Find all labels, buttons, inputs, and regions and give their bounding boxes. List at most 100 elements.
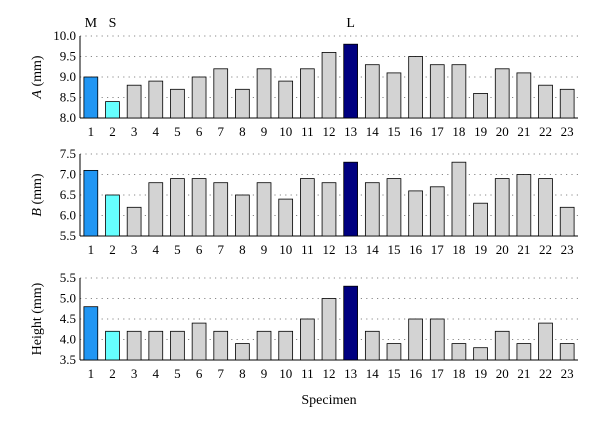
x-tick-label-height-7: 7	[217, 366, 224, 381]
bar-a-10	[278, 80, 294, 119]
x-tick-label-a-2: 2	[109, 124, 116, 139]
top-label-m: M	[85, 16, 98, 31]
y-tick-label-b-4: 7.5	[60, 146, 76, 161]
bar-height-19	[473, 347, 488, 361]
x-tick-label-height-18: 18	[452, 366, 465, 381]
bar-a-12	[321, 52, 337, 119]
x-tick-label-height-16: 16	[409, 366, 423, 381]
x-tick-label-a-12: 12	[323, 124, 336, 139]
x-tick-label-height-20: 20	[496, 366, 509, 381]
bar-b-5	[170, 178, 185, 237]
bar-a-21	[516, 72, 532, 119]
bar-b-17	[429, 186, 445, 237]
bar-b-18	[451, 161, 467, 237]
x-tick-label-a-7: 7	[217, 124, 224, 139]
x-tick-label-a-18: 18	[452, 124, 465, 139]
x-tick-label-a-1: 1	[88, 124, 95, 139]
x-tick-label-height-6: 6	[196, 366, 203, 381]
bar-a-8	[235, 88, 250, 119]
bar-height-10	[278, 330, 294, 361]
bar-height-14	[364, 330, 380, 361]
bar-b-23	[559, 206, 575, 237]
x-tick-label-a-6: 6	[196, 124, 203, 139]
y-tick-label-height-2: 4.5	[60, 311, 76, 326]
top-label-l: L	[346, 16, 355, 31]
bar-a-17	[429, 64, 445, 119]
bar-height-15	[386, 343, 402, 361]
x-tick-label-a-19: 19	[474, 124, 487, 139]
y-axis-label-b: B (mm)	[30, 173, 45, 217]
x-tick-label-height-15: 15	[387, 366, 400, 381]
x-tick-label-b-14: 14	[366, 242, 380, 257]
y-tick-label-a-1: 8.5	[60, 90, 76, 105]
bar-b-20	[494, 178, 510, 237]
x-tick-label-b-8: 8	[239, 242, 246, 257]
bar-b-1	[83, 169, 99, 237]
x-tick-label-height-4: 4	[153, 366, 160, 381]
y-axis-label-a: A (mm)	[30, 55, 45, 100]
bar-height-22	[538, 322, 553, 361]
x-tick-label-a-8: 8	[239, 124, 246, 139]
bar-a-6	[191, 76, 207, 119]
x-tick-label-b-15: 15	[387, 242, 400, 257]
x-tick-label-b-5: 5	[174, 242, 181, 257]
bar-height-23	[559, 343, 575, 361]
x-tick-label-b-19: 19	[474, 242, 487, 257]
x-tick-label-b-21: 21	[517, 242, 530, 257]
y-tick-label-a-3: 9.5	[60, 49, 76, 64]
bar-b-14	[364, 182, 380, 237]
bar-height-3	[126, 330, 142, 361]
bar-b-7	[213, 182, 229, 237]
x-tick-label-a-9: 9	[261, 124, 268, 139]
x-tick-label-height-3: 3	[131, 366, 138, 381]
bar-b-13	[343, 161, 358, 237]
bar-a-11	[300, 68, 315, 119]
bar-a-2	[105, 101, 120, 119]
bar-b-8	[235, 194, 250, 237]
bar-a-1	[83, 76, 99, 119]
x-axis-title: Specimen	[301, 393, 356, 408]
x-tick-label-height-1: 1	[88, 366, 95, 381]
bar-height-7	[213, 330, 229, 361]
x-tick-label-a-3: 3	[131, 124, 138, 139]
bar-height-6	[191, 322, 207, 361]
bar-a-20	[494, 68, 510, 119]
x-tick-label-height-5: 5	[174, 366, 181, 381]
x-tick-label-b-7: 7	[217, 242, 224, 257]
y-tick-label-b-1: 6.0	[60, 208, 76, 223]
x-tick-label-a-4: 4	[153, 124, 160, 139]
bar-height-16	[408, 318, 423, 361]
x-tick-label-a-15: 15	[387, 124, 400, 139]
bar-a-18	[451, 64, 467, 119]
top-label-s: S	[109, 16, 117, 31]
y-tick-label-b-0: 5.5	[60, 228, 76, 243]
x-tick-label-b-22: 22	[539, 242, 552, 257]
x-tick-label-b-9: 9	[261, 242, 268, 257]
x-tick-label-b-12: 12	[323, 242, 336, 257]
x-tick-label-b-17: 17	[431, 242, 445, 257]
x-tick-label-b-18: 18	[452, 242, 465, 257]
bar-a-9	[256, 68, 272, 119]
x-tick-label-height-22: 22	[539, 366, 552, 381]
bar-height-4	[148, 330, 164, 361]
x-tick-label-height-12: 12	[323, 366, 336, 381]
x-tick-label-b-2: 2	[109, 242, 116, 257]
bar-height-8	[235, 343, 250, 361]
y-tick-label-height-3: 5.0	[60, 291, 76, 306]
bar-height-13	[343, 285, 358, 361]
bar-b-3	[126, 206, 142, 237]
y-tick-label-b-2: 6.5	[60, 187, 76, 202]
x-tick-label-a-14: 14	[366, 124, 380, 139]
bar-height-12	[321, 298, 337, 361]
bar-b-2	[105, 194, 120, 237]
bar-a-5	[170, 88, 185, 119]
bar-a-16	[408, 56, 423, 119]
x-tick-label-a-20: 20	[496, 124, 509, 139]
bar-b-9	[256, 182, 272, 237]
x-tick-label-a-11: 11	[301, 124, 314, 139]
y-axis-label-height: Height (mm)	[30, 282, 45, 355]
x-tick-label-a-17: 17	[431, 124, 445, 139]
bar-a-14	[364, 64, 380, 119]
bar-a-7	[213, 68, 229, 119]
